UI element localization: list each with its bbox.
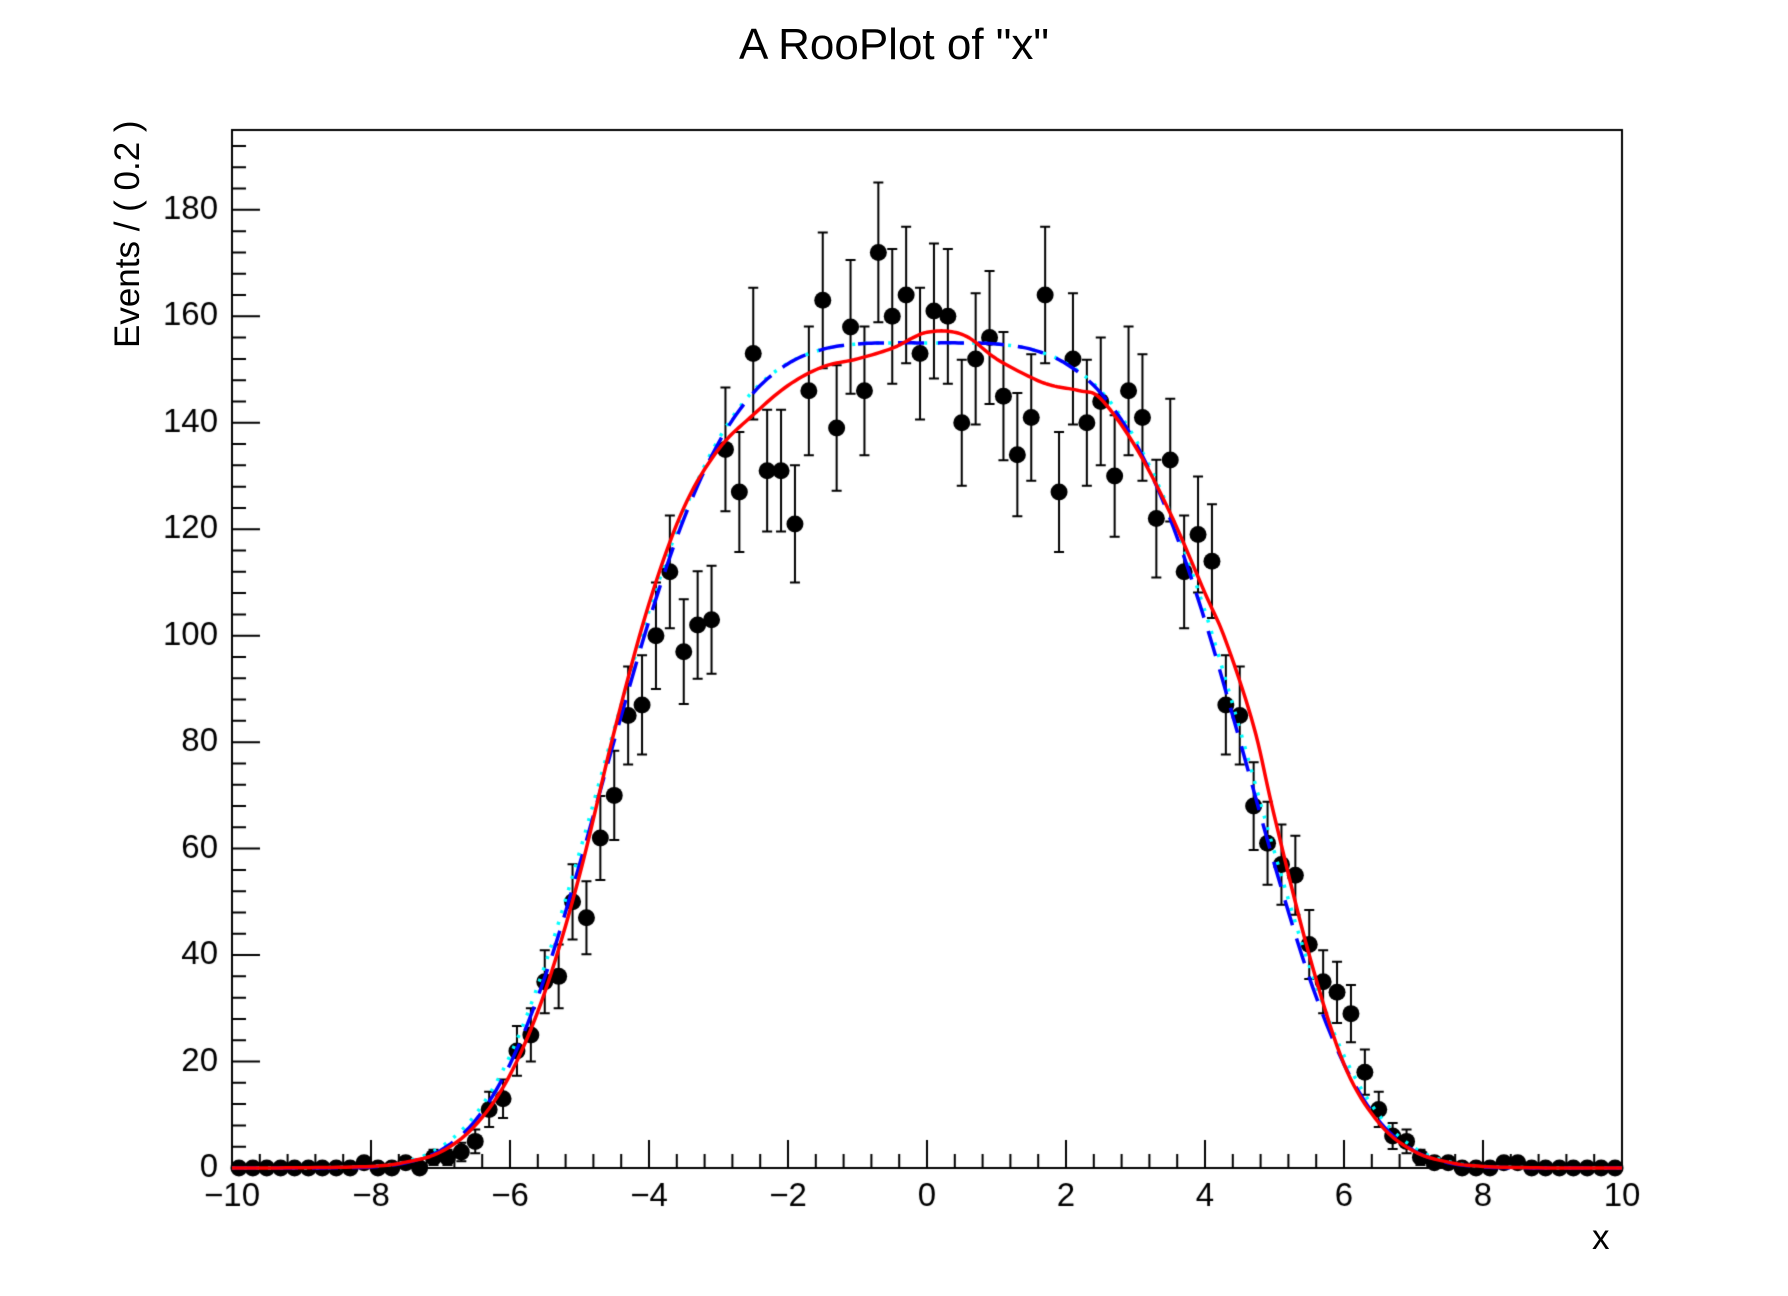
y-axis-title: Events / ( 0.2 ) [108,120,147,348]
x-axis-title: x [1592,1218,1610,1257]
plot-title: A RooPlot of "x" [738,20,1050,69]
